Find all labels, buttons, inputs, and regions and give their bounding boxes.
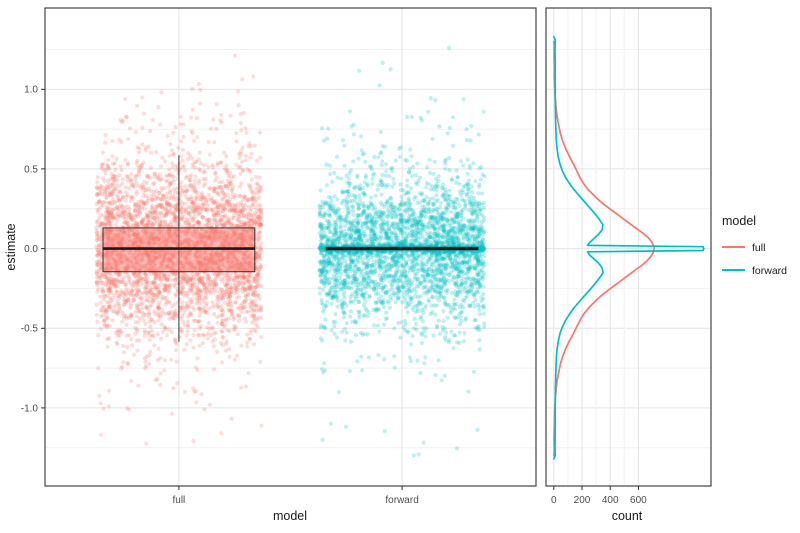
boxplots (102, 155, 479, 342)
y-tick-label: 0.5 (24, 164, 38, 175)
y-tick-label: 1.0 (24, 85, 38, 96)
axis-ticks-labels: -1.0 -0.5 0.0 0.5 1.0 full forward 0 200 400 600 (21, 85, 647, 506)
count-tick-label: 600 (630, 495, 647, 506)
x-tick-label-forward: forward (385, 495, 418, 506)
legend-title: model (722, 214, 756, 228)
y-tick-label: -0.5 (21, 324, 39, 335)
freqpoly-forward (552, 35, 705, 460)
panel-borders (44, 7, 712, 487)
count-tick-label: 200 (574, 495, 591, 506)
count-tick-label: 400 (602, 495, 619, 506)
x-axis-title-left: model (273, 509, 307, 523)
y-axis-title: estimate (4, 223, 18, 270)
generated-chart-layers: -1.0 -0.5 0.0 0.5 1.0 full forward 0 200 400 600 (21, 7, 712, 506)
x-axis-title-right: count (612, 509, 643, 523)
legend-label-forward: forward (752, 265, 787, 277)
y-tick-label: -1.0 (21, 403, 39, 414)
freqpoly-lines (552, 35, 705, 460)
x-tick-label-full: full (173, 495, 186, 506)
count-tick-label: 0 (551, 495, 557, 506)
legend: model full forward (722, 214, 787, 277)
legend-label-full: full (752, 242, 765, 254)
y-tick-label: 0.0 (24, 244, 38, 255)
